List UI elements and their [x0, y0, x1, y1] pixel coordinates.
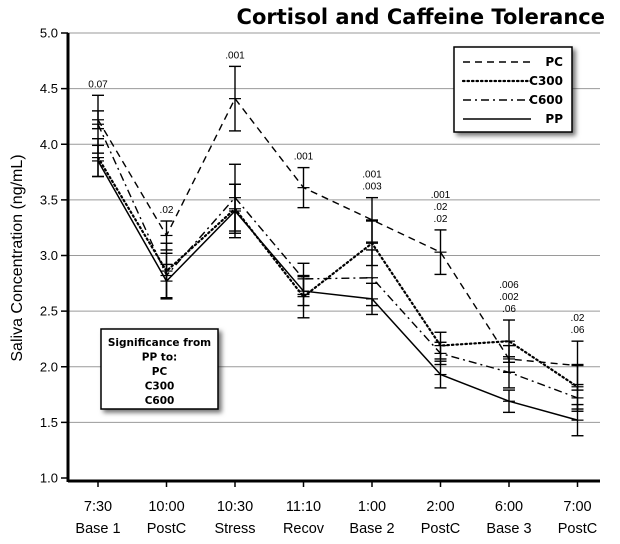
significance-label: .006	[499, 280, 519, 291]
y-tick-label: 2.5	[40, 304, 58, 319]
y-tick-label: 3.5	[40, 192, 58, 207]
significance-box-line: Significance from	[108, 337, 211, 349]
x-tick-phase: Base 2	[349, 521, 394, 537]
error-bar-pp	[434, 360, 447, 389]
x-tick-time: 6:00	[495, 499, 523, 515]
significance-box-line: PP to:	[142, 352, 177, 364]
error-bar-pp	[571, 403, 584, 437]
error-bar-pp	[229, 183, 241, 239]
y-tick-label: 1.0	[40, 471, 58, 486]
significance-box: Significance from PP to: PC C300 C600	[100, 328, 219, 410]
significance-label: .02	[571, 313, 585, 324]
significance-label: .001	[294, 152, 314, 163]
x-tick-time: 10:00	[148, 499, 184, 515]
error-bar-pp	[366, 282, 378, 316]
x-ticks: 7:30 Base 1 10:00 PostC 10:30 Stress 11:10 Reco…	[75, 481, 597, 537]
error-bar-pp	[503, 389, 515, 414]
x-tick-time: 11:10	[286, 499, 321, 515]
chart-title: Cortisol and Caffeine Tolerance	[237, 5, 605, 29]
y-tick-label: 4.0	[40, 137, 58, 152]
error-bar-pc	[434, 229, 447, 276]
significance-box-frame	[100, 328, 219, 410]
significance-label: .003	[362, 182, 382, 193]
legend-label-c600: C600	[529, 93, 563, 107]
error-bar-pc	[297, 166, 310, 209]
significance-box-line: PC	[152, 366, 168, 378]
significance-label: 0.07	[88, 79, 108, 90]
y-tick-label: 3.0	[40, 248, 58, 263]
series-line-pc	[97, 97, 578, 367]
y-tick-label: 1.5	[40, 415, 58, 430]
x-tick-phase: PostC	[421, 521, 461, 537]
x-tick-time: 2:00	[426, 499, 454, 515]
x-tick-phase: Stress	[214, 521, 255, 537]
series-line-c300	[96, 156, 579, 388]
significance-label: .06	[502, 304, 516, 315]
y-axis-label: Saliva Concentration (ng/mL)	[9, 154, 26, 361]
x-tick-phase: PostC	[147, 521, 187, 537]
series-line-pp	[97, 160, 578, 421]
significance-label: .001	[225, 50, 245, 61]
legend-label-pp: PP	[545, 112, 563, 126]
error-bar-pp	[297, 275, 310, 307]
x-tick-phase: Base 1	[75, 521, 120, 537]
x-tick-phase: PostC	[558, 521, 598, 537]
x-tick-time: 1:00	[358, 499, 386, 515]
legend-label-pc: PC	[545, 55, 563, 69]
x-tick-time: 10:30	[217, 499, 253, 515]
legend-box	[453, 46, 573, 133]
error-bar-c300	[503, 319, 515, 363]
series-line-c600	[97, 123, 578, 399]
x-tick-phase: Base 3	[486, 521, 531, 537]
series-group	[96, 97, 579, 421]
significance-label: .02	[434, 202, 448, 213]
legend-label-c300: C300	[529, 74, 563, 88]
y-tick-label: 5.0	[40, 26, 58, 41]
error-bar-pp	[160, 263, 173, 299]
significance-label: .002	[499, 292, 519, 303]
x-tick-time: 7:00	[563, 499, 591, 515]
significance-label: .02	[160, 205, 174, 216]
significance-labels: 0.07.02.001.001.001.003.001.02.02.006.00…	[88, 50, 585, 336]
x-tick-time: 7:30	[84, 499, 112, 515]
y-ticks: 1.0 1.5 2.0 2.5 3.0 3.5 4.0 4.5 5.0	[40, 26, 68, 486]
error-bar-pc	[229, 65, 241, 132]
significance-box-line: C300	[145, 381, 175, 393]
significance-label: .02	[434, 214, 448, 225]
x-tick-phase: Recov	[283, 521, 325, 537]
significance-label: .001	[431, 190, 451, 201]
error-bar-pp	[92, 144, 104, 178]
significance-label: .06	[571, 325, 585, 336]
significance-label: .001	[362, 170, 382, 181]
y-tick-label: 4.5	[40, 81, 58, 96]
error-bars	[92, 65, 584, 437]
error-bar-c600	[503, 356, 515, 389]
legend: PC C300 C600 PP	[453, 46, 573, 133]
significance-box-line: C600	[145, 395, 175, 407]
y-tick-label: 2.0	[40, 359, 58, 374]
